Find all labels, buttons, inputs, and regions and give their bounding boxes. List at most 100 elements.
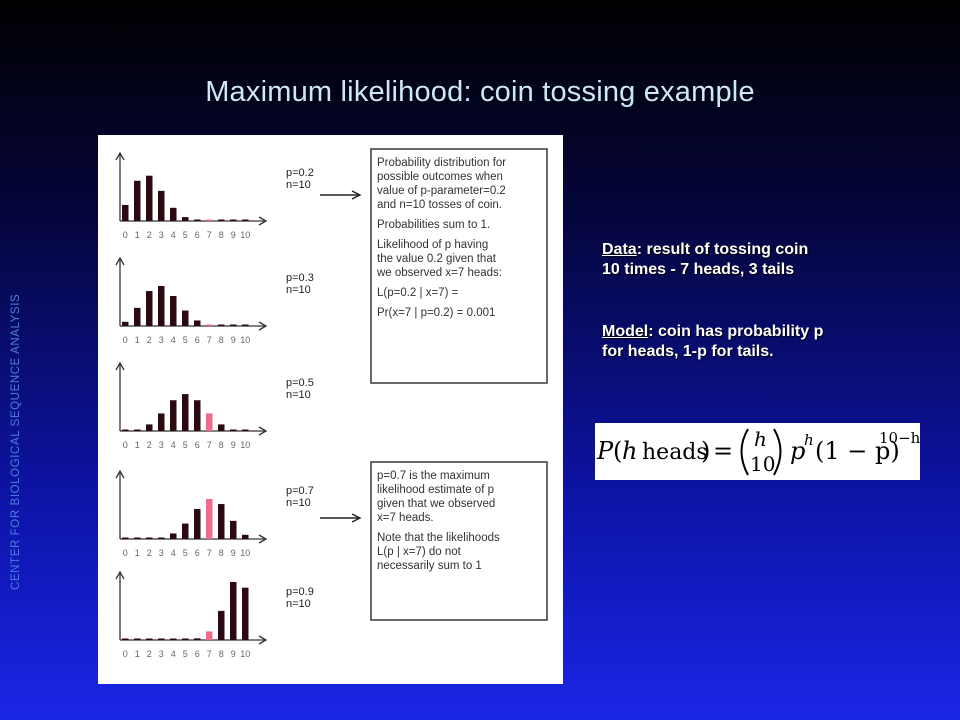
panel-bar-9 [230, 520, 237, 539]
panel-bar-0 [122, 429, 129, 431]
panel-bar-9 [230, 581, 237, 640]
panel-tick-label: 10 [240, 440, 250, 450]
panel-bar-3 [158, 537, 165, 539]
binom-top: h [754, 427, 767, 451]
annotation-box-2-line: Note that the likelihoods [377, 532, 500, 544]
panel-label-p: p=0.2 [286, 167, 314, 179]
panel-tick-label: 8 [219, 335, 224, 345]
panel-label-p: p=0.5 [286, 377, 314, 389]
panel-tick-label: 0 [123, 548, 128, 558]
panel-tick-label: 5 [183, 440, 188, 450]
formula-lhs-open: ( [613, 437, 622, 465]
annotation-box-2-line: likelihood estimate of p [377, 484, 494, 496]
annotation-box-1-line: L(p=0.2 | x=7) = [377, 287, 459, 299]
panel-label-n: n=10 [286, 179, 311, 191]
panel-label-p: p=0.7 [286, 485, 314, 497]
annotation-box-2-line: p=0.7 is the maximum [377, 470, 490, 482]
panel-label-n: n=10 [286, 598, 311, 610]
panel-tick-label: 8 [219, 649, 224, 659]
panel-bar-5 [182, 638, 189, 640]
panel-bar-1 [134, 180, 141, 221]
panel-bar-7 [206, 498, 213, 539]
panel-tick-label: 2 [147, 335, 152, 345]
panel-bar-3 [158, 413, 165, 431]
panel-bar-5 [182, 310, 189, 326]
panel-bar-2 [146, 175, 153, 221]
panel-tick-label: 3 [159, 230, 164, 240]
box1-arrow-head [351, 190, 362, 200]
panel-bar-6 [194, 219, 201, 221]
panel-bar-5 [182, 523, 189, 539]
panel-tick-label: 1 [135, 230, 140, 240]
formula-rhs-one-minus-p: (1 − p) [815, 437, 900, 465]
annotation-box-2-line: given that we observed [377, 498, 495, 510]
panel-tick-label: 6 [195, 440, 200, 450]
panel-bar-10 [242, 324, 249, 326]
panel-bar-5 [182, 394, 189, 431]
panel-bar-10 [242, 219, 249, 221]
panel-y-arrow [115, 256, 125, 266]
panel-bar-4 [170, 533, 177, 539]
panel-tick-label: 8 [219, 230, 224, 240]
binomial-formula: P ( h heads ) = h 10 p h (1 − p) 10−h [595, 423, 920, 480]
panel-tick-label: 2 [147, 230, 152, 240]
panel-tick-label: 6 [195, 548, 200, 558]
panel-4: 0 1 2 3 4 5 6 7 8 9 10 p=0.7n=10 [115, 469, 314, 558]
panel-tick-label: 4 [171, 649, 176, 659]
panel-tick-label: 9 [231, 548, 236, 558]
panel-tick-label: 3 [159, 649, 164, 659]
panel-tick-label: 2 [147, 649, 152, 659]
panel-tick-label: 1 [135, 548, 140, 558]
formula-rhs-h-exp: h [804, 431, 814, 449]
panel-bar-5 [182, 217, 189, 221]
model-line1: : coin has probability p [648, 323, 824, 340]
panel-bar-1 [134, 429, 141, 431]
panel-bar-9 [230, 429, 237, 431]
panel-tick-label: 9 [231, 649, 236, 659]
panel-tick-label: 7 [207, 548, 212, 558]
panel-y-arrow [115, 570, 125, 580]
panel-tick-label: 1 [135, 440, 140, 450]
panel-label-n: n=10 [286, 497, 311, 509]
panel-tick-label: 4 [171, 440, 176, 450]
panel-tick-label: 7 [207, 335, 212, 345]
panel-bar-0 [122, 321, 129, 326]
annotation-box-2-line: L(p | x=7) do not [377, 546, 462, 558]
panel-tick-label: 0 [123, 230, 128, 240]
panel-label-p: p=0.9 [286, 586, 314, 598]
panel-tick-label: 10 [240, 230, 250, 240]
panel-3: 0 1 2 3 4 5 6 7 8 9 10 p=0.5n=10 [115, 361, 314, 450]
panel-tick-label: 5 [183, 548, 188, 558]
panel-tick-label: 1 [135, 649, 140, 659]
binom-left-paren [740, 428, 749, 476]
annotation-box-1-line: value of p-parameter=0.2 [377, 185, 506, 197]
panel-tick-label: 7 [207, 440, 212, 450]
formula-equals: = [713, 437, 733, 465]
panel-x-arrow [258, 635, 268, 645]
panel-tick-label: 3 [159, 335, 164, 345]
panel-bar-4 [170, 207, 177, 221]
formula-lhs-word: heads [642, 440, 708, 465]
panel-bar-10 [242, 534, 249, 539]
panel-y-arrow [115, 469, 125, 479]
panel-tick-label: 3 [159, 440, 164, 450]
model-line2: for heads, 1-p for tails. [602, 343, 774, 360]
panel-bar-2 [146, 424, 153, 431]
panel-label-p: p=0.3 [286, 272, 314, 284]
data-line2: 10 times - 7 heads, 3 tails [602, 261, 795, 278]
panel-tick-label: 8 [219, 548, 224, 558]
panel-5: 0 1 2 3 4 5 6 7 8 9 10 p=0.9n=10 [115, 570, 314, 659]
slide-title: Maximum likelihood: coin tossing example [205, 76, 755, 108]
panel-tick-label: 2 [147, 548, 152, 558]
binom-right-paren [773, 428, 782, 476]
panel-bar-3 [158, 190, 165, 221]
panel-tick-label: 3 [159, 548, 164, 558]
model-key: Model [602, 323, 649, 340]
panel-tick-label: 0 [123, 440, 128, 450]
panel-tick-label: 1 [135, 335, 140, 345]
panel-tick-label: 10 [240, 548, 250, 558]
panel-tick-label: 9 [231, 230, 236, 240]
panel-tick-label: 4 [171, 548, 176, 558]
panel-bar-7 [206, 413, 213, 431]
panel-1: 0 1 2 3 4 5 6 7 8 9 10 p=0.2n=10 [115, 151, 314, 240]
